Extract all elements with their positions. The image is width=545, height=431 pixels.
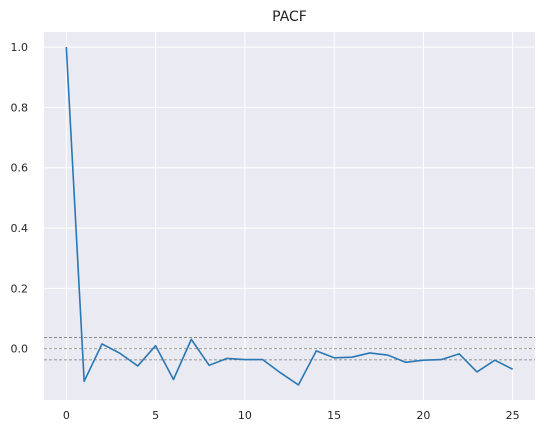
chart-title: PACF [272,9,307,25]
plot-area [44,32,535,400]
x-tick-label-5: 5 [152,409,159,422]
x-tick-label-15: 15 [327,409,341,422]
series-layer [65,47,514,386]
x-tick-label-10: 10 [238,409,252,422]
x-tick-label-25: 25 [506,409,520,422]
y-tick-label-2: 0.4 [11,222,29,235]
reference-lines [44,337,535,361]
x-tick-label-20: 20 [416,409,430,422]
y-tick-label-1: 0.2 [11,282,29,295]
y-tick-label-5: 1.0 [11,41,29,54]
tick-labels: 0 5 10 15 20 25 0.0 0.2 0.4 0.6 0.8 1.0 [11,41,520,422]
y-tick-label-3: 0.6 [11,162,29,175]
y-tick-label-4: 0.8 [11,101,29,114]
x-tick-label-0: 0 [63,409,70,422]
y-tick-label-0: 0.0 [11,343,29,356]
pacf-series-line-0 [65,47,514,386]
